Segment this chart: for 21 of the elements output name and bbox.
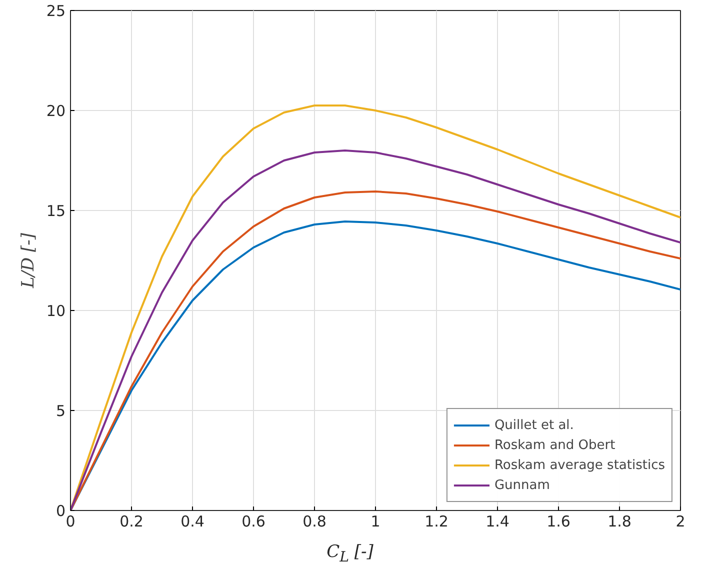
legend-label: Gunnam — [494, 478, 550, 492]
legend-label: Quillet et al. — [494, 418, 574, 432]
y-tick-label: 10 — [46, 302, 66, 320]
y-tick-label: 20 — [46, 102, 66, 120]
x-axis-title: C$_{L}$ [-] — [326, 541, 374, 568]
x-tick-label: 0.6 — [242, 512, 266, 530]
y-tick-label: 25 — [46, 2, 66, 20]
x-tick-label: 1.8 — [608, 512, 632, 530]
x-tick-label: 0.4 — [180, 512, 204, 530]
y-tick-label: 15 — [46, 202, 66, 220]
x-tick-label: 2 — [676, 512, 686, 530]
legend-label: Roskam and Obert — [494, 438, 616, 452]
x-tick-label: 1.6 — [546, 512, 570, 530]
y-tick-label: 5 — [56, 402, 66, 420]
y-axis-title: L/D [-] — [18, 232, 38, 290]
x-tick-label: 1.2 — [424, 512, 448, 530]
x-tick-label: 0.8 — [302, 512, 326, 530]
x-tick-label: 1 — [370, 512, 380, 530]
legend-label: Roskam average statistics — [494, 458, 665, 472]
x-tick-label: 0.2 — [120, 512, 144, 530]
x-tick-label: 1.4 — [486, 512, 510, 530]
